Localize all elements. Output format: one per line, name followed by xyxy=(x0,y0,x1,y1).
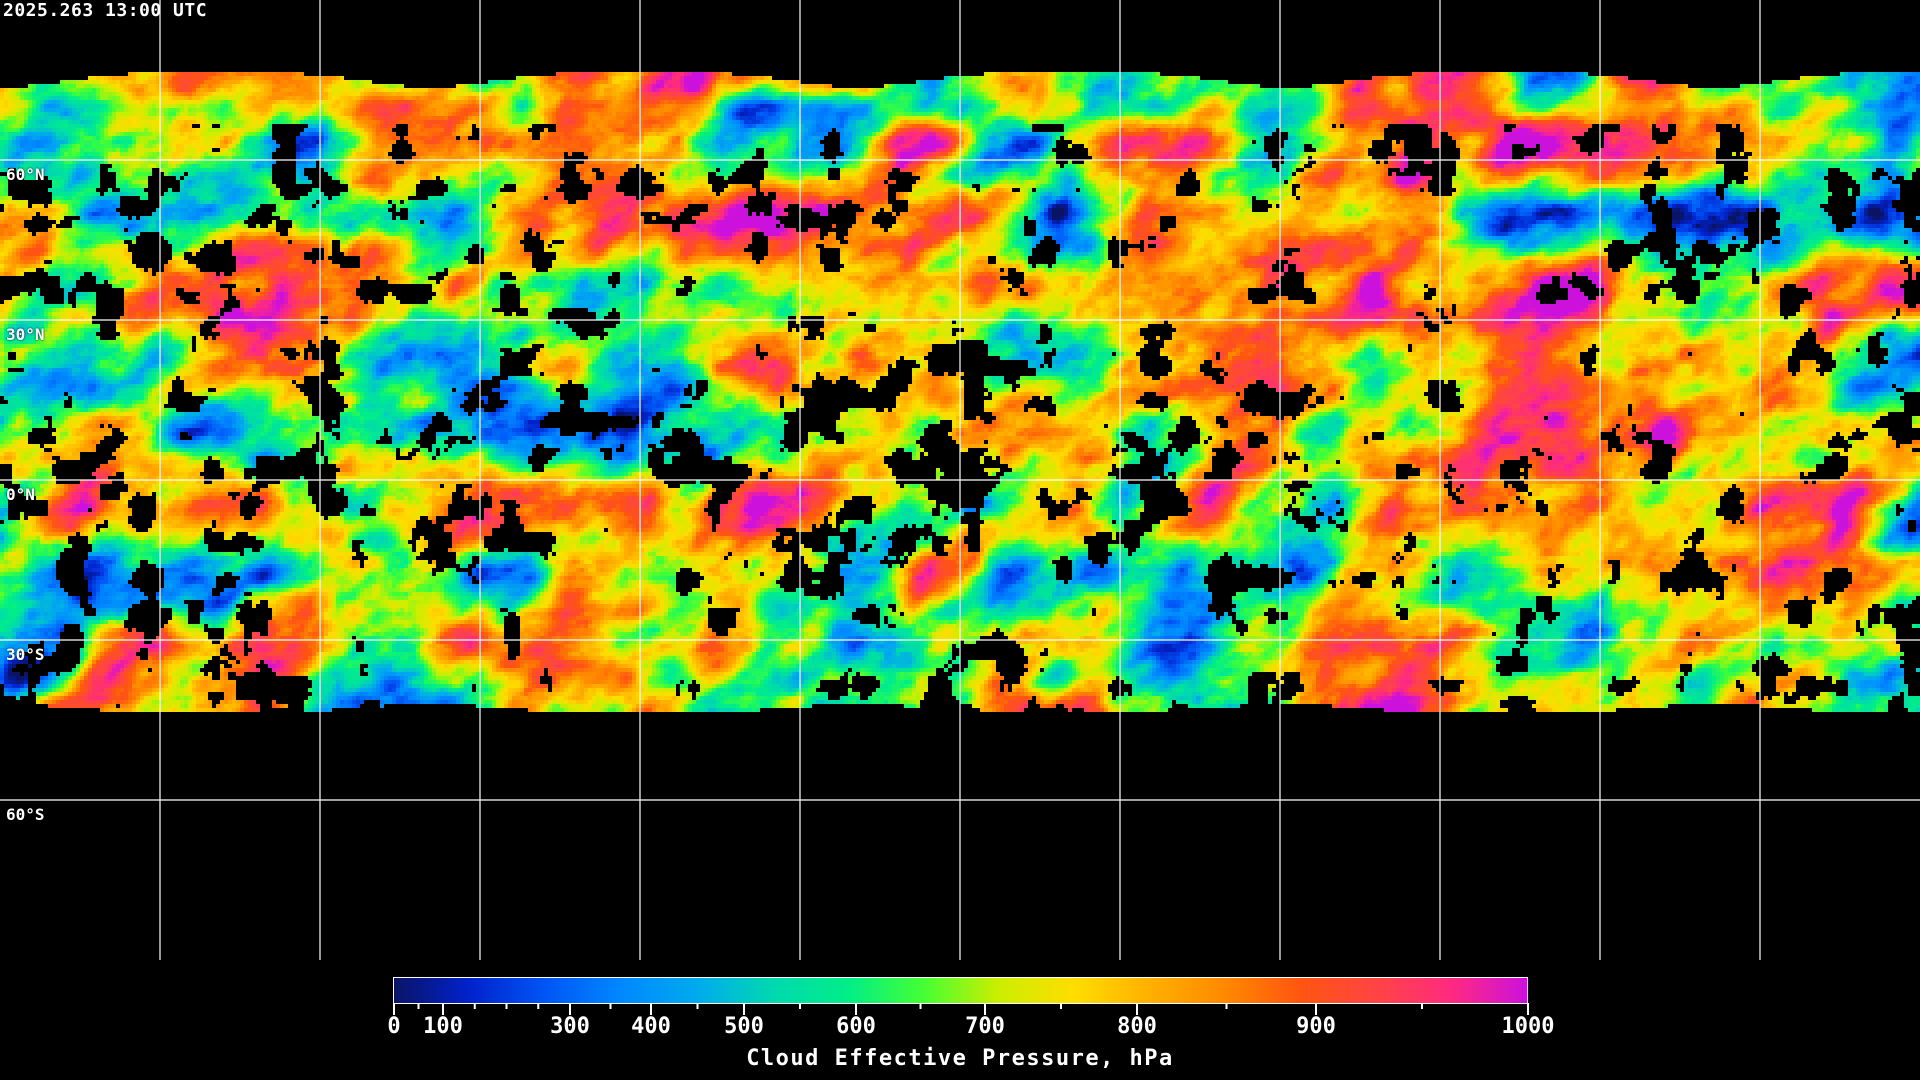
lat-label-0n: 0°N xyxy=(6,485,35,504)
colorbar-tick-label: 900 xyxy=(1296,1014,1336,1039)
colorbar-title: Cloud Effective Pressure, hPa xyxy=(746,1046,1174,1071)
colorbar xyxy=(393,977,1528,1004)
colorbar-tick-label: 500 xyxy=(724,1014,764,1039)
colorbar-tick-label: 100 xyxy=(423,1014,463,1039)
lat-label-30s: 30°S xyxy=(6,645,45,664)
colorbar-tick-label: 400 xyxy=(631,1014,671,1039)
lat-label-60n: 60°N xyxy=(6,165,45,184)
cloud-pressure-map xyxy=(0,0,1920,960)
colorbar-tick-label: 800 xyxy=(1117,1014,1157,1039)
map-gridlines xyxy=(0,0,1920,960)
lat-label-30n: 30°N xyxy=(6,325,45,344)
timestamp: 2025.263 13:00 UTC xyxy=(3,0,208,21)
colorbar-tick-label: 600 xyxy=(836,1014,876,1039)
colorbar-tick-label: 300 xyxy=(550,1014,590,1039)
colorbar-tick-label: 700 xyxy=(965,1014,1005,1039)
colorbar-tick-label: 0 xyxy=(387,1014,401,1039)
colorbar-tick-label: 1000 xyxy=(1501,1014,1555,1039)
lat-label-60s: 60°S xyxy=(6,805,45,824)
